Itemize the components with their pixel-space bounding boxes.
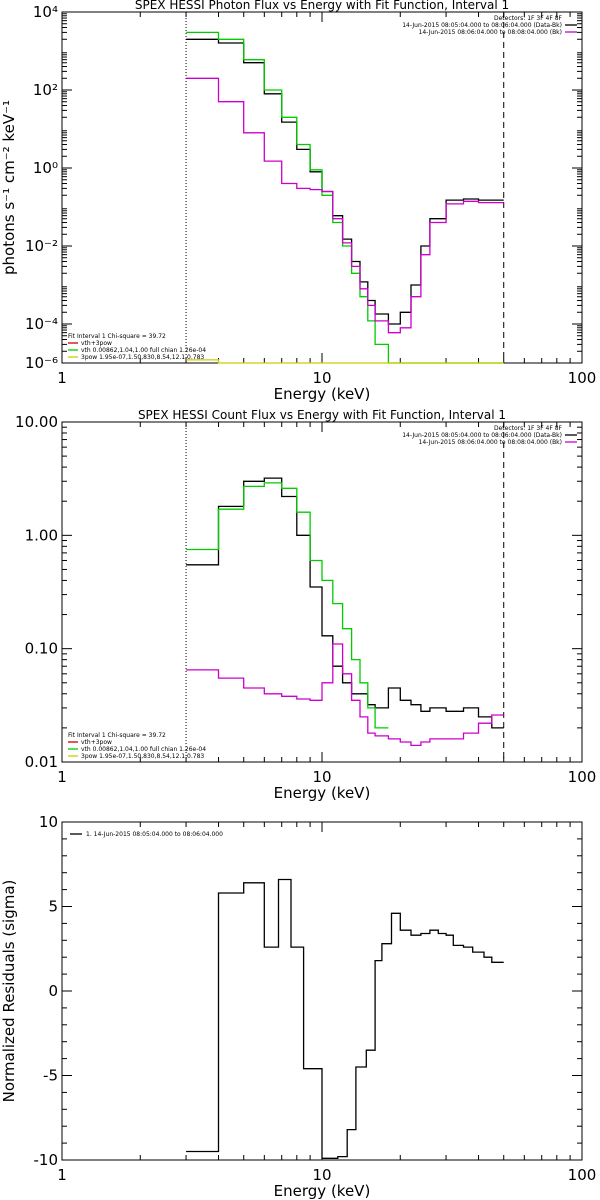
x-tick-label: 1: [57, 369, 67, 387]
legend-entry: 3pow 1.95e-07,1.50,830,8.54,12.1,0.783: [81, 354, 204, 361]
legend-entry: 14-Jun-2015 08:06:04.000 to 08:08:04.000…: [419, 29, 562, 36]
y-tick-label: 0.01: [25, 753, 58, 771]
series-line-2: [186, 482, 389, 729]
legend-entry: Fit Interval 1 Chi-square = 39.72: [68, 732, 166, 739]
series-line-4: [186, 359, 504, 364]
chart-panel-2: [61, 421, 583, 763]
y-tick-label: 10⁴: [33, 3, 58, 21]
legend-entry: Detectors: 1F 3F 4F 8F: [494, 15, 563, 22]
legend-entry: vth 0.00862,1.04,1.00 full chian 1.26e-0…: [81, 347, 206, 354]
x-tick-label: 1: [57, 768, 67, 786]
series-line-3: [186, 643, 504, 747]
x-tick-label: 1: [57, 1166, 67, 1184]
y-tick-label: 10⁻⁶: [25, 354, 58, 372]
y-tick-label: -10: [34, 1151, 59, 1169]
chart-title: SPEX HESSI Count Flux vs Energy with Fit…: [138, 408, 506, 422]
x-tick-label: 100: [568, 768, 597, 786]
y-tick-label: 0: [48, 982, 58, 1000]
x-axis-title: Energy (keV): [274, 385, 371, 403]
chart-panel-1: [61, 11, 583, 364]
y-tick-label: 10⁻²: [25, 237, 58, 255]
y-axis-title: photons s⁻¹ cm⁻² keV⁻¹: [0, 100, 18, 275]
y-tick-label: 1.00: [25, 526, 58, 544]
y-tick-label: 0.10: [25, 640, 58, 658]
y-tick-label: 5: [48, 898, 58, 916]
legend-entry: 14-Jun-2015 08:05:04.000 to 08:06:04.000…: [402, 432, 562, 439]
x-axis-title: Energy (keV): [274, 1182, 371, 1200]
y-tick-label: 10⁰: [33, 159, 58, 177]
legend-entry: 14-Jun-2015 08:06:04.000 to 08:08:04.000…: [419, 439, 562, 446]
legend-entry: vth+3pow: [81, 739, 112, 746]
legend-entry: Fit Interval 1 Chi-square = 39.72: [68, 333, 166, 340]
y-tick-label: 10⁻⁴: [25, 315, 58, 333]
series-line-3: [186, 77, 504, 334]
x-tick-label: 10: [312, 768, 331, 786]
legend-entry: vth 0.00862,1.04,1.00 full chian 1.26e-0…: [81, 746, 206, 753]
legend-entry: 1. 14-Jun-2015 08:05:04.000 to 08:06:04.…: [86, 831, 223, 838]
chart-title: SPEX HESSI Photon Flux vs Energy with Fi…: [135, 0, 509, 12]
series-line-1: [186, 477, 504, 729]
chart-panel-3: [61, 821, 583, 1161]
legend-entry: vth+3pow: [81, 340, 112, 347]
y-tick-label: 10: [39, 813, 58, 831]
series-line-1: [186, 878, 504, 1159]
legend-entry: Detectors: 1F 3F 4F 8F: [494, 425, 563, 432]
y-axis-title: Normalized Residuals (sigma): [0, 880, 18, 1103]
y-tick-label: 10²: [33, 81, 58, 99]
x-tick-label: 100: [568, 369, 597, 387]
x-axis-title: Energy (keV): [274, 784, 371, 802]
x-tick-label: 10: [312, 369, 331, 387]
legend-entry: 14-Jun-2015 08:05:04.000 to 08:06:04.000…: [402, 22, 562, 29]
y-tick-label: -5: [43, 1067, 58, 1085]
series-line-1: [186, 38, 504, 325]
legend-entry: 3pow 1.95e-07,1.50,830,8.54,12.1,0.783: [81, 753, 204, 760]
x-tick-label: 100: [568, 1166, 597, 1184]
series-line-2: [186, 31, 504, 364]
y-tick-label: 10.00: [15, 413, 58, 431]
x-tick-label: 10: [312, 1166, 331, 1184]
